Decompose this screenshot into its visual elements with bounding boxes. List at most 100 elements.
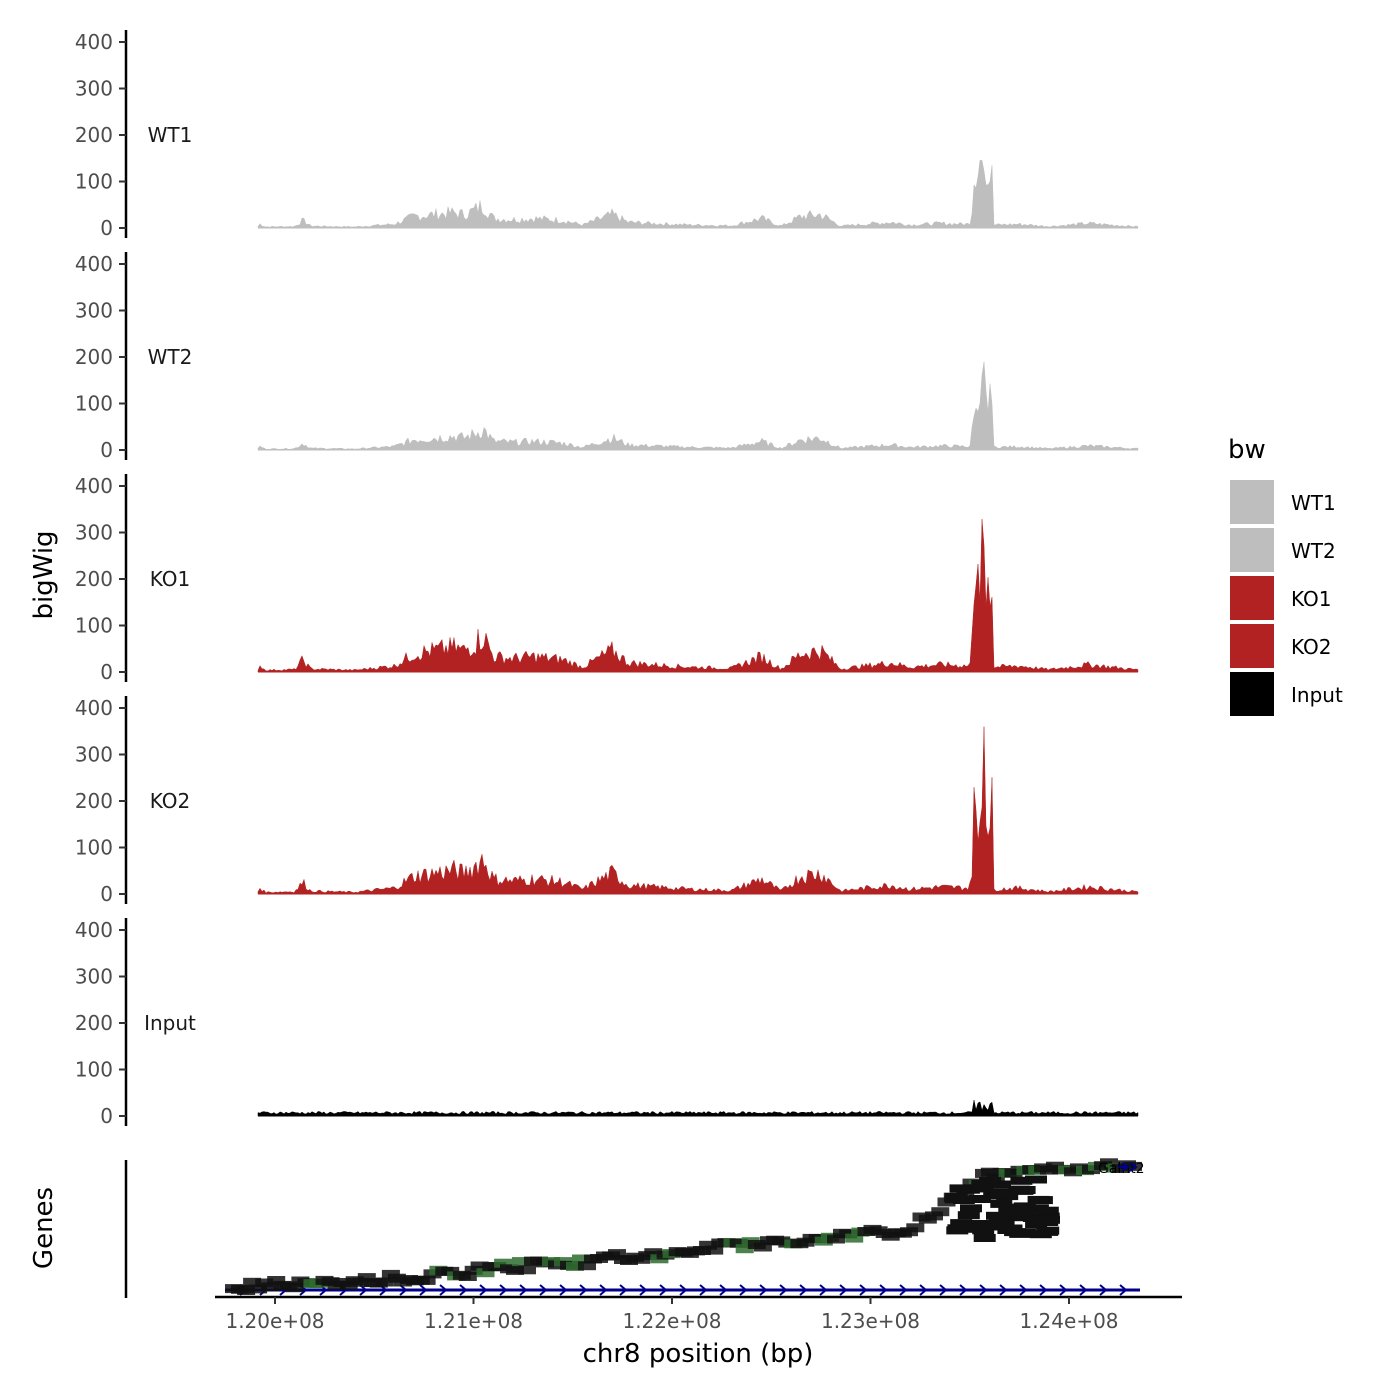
y-tick-label: 100 bbox=[75, 170, 113, 194]
legend-label-wt1: WT1 bbox=[1291, 491, 1336, 515]
legend-label-ko1: KO1 bbox=[1291, 587, 1332, 611]
gene-label-glyph bbox=[1014, 1228, 1037, 1237]
gene-label-glyph bbox=[827, 1234, 845, 1244]
y-tick-label: 0 bbox=[100, 216, 113, 240]
signal-area-wt2 bbox=[257, 361, 1139, 451]
legend-title: bw bbox=[1228, 435, 1266, 465]
gene-strand-arrow bbox=[539, 1284, 548, 1296]
legend-swatch-ko2 bbox=[1230, 624, 1274, 668]
y-tick-label: 300 bbox=[75, 743, 113, 767]
signal-area-ko2 bbox=[257, 726, 1139, 895]
y-tick-label: 100 bbox=[75, 392, 113, 416]
signal-area-ko1 bbox=[257, 519, 1139, 673]
gene-label-glyph bbox=[506, 1265, 524, 1275]
gene-label-glyph bbox=[949, 1184, 972, 1193]
y-tick-label: 300 bbox=[75, 299, 113, 323]
track-label-wt1: WT1 bbox=[148, 123, 193, 147]
gene-strand-arrow bbox=[659, 1284, 668, 1296]
gene-strand-arrow bbox=[679, 1284, 688, 1296]
gene-label-glyph bbox=[990, 1199, 1013, 1208]
signal-area-input bbox=[257, 1099, 1139, 1117]
gene-label-glyph bbox=[1036, 1227, 1059, 1236]
gene-label-glyph bbox=[729, 1238, 748, 1248]
gene-label-glyph bbox=[973, 1234, 996, 1242]
gene-strand-arrow bbox=[739, 1284, 748, 1296]
gene-strand-arrow bbox=[859, 1284, 868, 1296]
gene-strand-arrow bbox=[399, 1284, 408, 1296]
gene-strand-arrow bbox=[1039, 1284, 1048, 1296]
gene-strand-arrow bbox=[1079, 1284, 1088, 1296]
gene-label-glyph bbox=[988, 1189, 1011, 1198]
gene-strand-arrow bbox=[999, 1284, 1008, 1296]
gene-label-glyph bbox=[476, 1268, 495, 1278]
gene-label-glyph bbox=[998, 1206, 1021, 1215]
y-tick-label: 200 bbox=[75, 1011, 113, 1035]
x-tick-label: 1.20e+08 bbox=[225, 1309, 324, 1333]
y-tick-label: 400 bbox=[75, 30, 113, 54]
gene-strand-arrow bbox=[1119, 1284, 1128, 1296]
gene-strand-arrow bbox=[479, 1284, 488, 1296]
gene-label-glyph bbox=[957, 1211, 980, 1220]
track-ko1: 0 100 200 300 400 KO1 bbox=[75, 474, 1139, 684]
y-tick-label: 300 bbox=[75, 965, 113, 989]
gene-strand-arrow bbox=[1019, 1284, 1028, 1296]
gene-strand-arrow bbox=[879, 1284, 888, 1296]
tracks-group: 0 100 200 300 400 WT1 0 100 200 300 400 WT2 0 100 200 3… bbox=[75, 30, 1139, 1128]
track-label-input: Input bbox=[144, 1011, 196, 1035]
legend-swatch-ko1 bbox=[1230, 576, 1274, 620]
y-tick-label: 0 bbox=[100, 1104, 113, 1128]
gene-label-glyph bbox=[578, 1261, 596, 1271]
gene-label-glyph bbox=[845, 1233, 864, 1243]
gene-strand-arrow bbox=[1059, 1284, 1068, 1296]
gene-strand-arrow bbox=[939, 1284, 948, 1296]
y-tick-label: 100 bbox=[75, 1058, 113, 1082]
track-label-ko2: KO2 bbox=[150, 789, 191, 813]
gene-label-glyph bbox=[979, 1177, 1002, 1185]
gene-strand-arrow bbox=[919, 1284, 928, 1296]
gene-strand-arrow bbox=[779, 1284, 788, 1296]
x-axis-title: chr8 position (bp) bbox=[583, 1339, 814, 1369]
gene-strand-arrow bbox=[579, 1284, 588, 1296]
gene-arrow-galnt2 bbox=[1118, 1162, 1138, 1172]
track-label-wt2: WT2 bbox=[148, 345, 193, 369]
genes-panel: Galnt2 bbox=[124, 1158, 1145, 1298]
gene-label-glyph bbox=[267, 1276, 286, 1285]
gene-label-glyph bbox=[351, 1277, 370, 1287]
legend: bw WT1 WT2 KO1 KO2 Input bbox=[1228, 435, 1343, 716]
gene-label-glyph bbox=[986, 1211, 1008, 1220]
gene-strand-arrow bbox=[699, 1284, 708, 1296]
genes-axis-title: Genes bbox=[29, 1187, 59, 1269]
gene-label-glyph bbox=[1007, 1213, 1030, 1222]
legend-swatch-wt2 bbox=[1230, 528, 1274, 572]
gene-strand-arrow bbox=[759, 1284, 768, 1296]
gene-label-glyph bbox=[494, 1258, 513, 1268]
gene-label-glyph bbox=[906, 1223, 925, 1233]
gene-label-glyph bbox=[1010, 1176, 1033, 1185]
gene-label-glyph bbox=[1013, 1207, 1036, 1216]
gene-strand-arrow bbox=[599, 1284, 608, 1296]
gene-strand-arrow bbox=[719, 1284, 728, 1296]
gene-label-glyph bbox=[357, 1273, 376, 1283]
gene-strand-arrow bbox=[519, 1284, 528, 1296]
gene-strand-arrow bbox=[439, 1284, 448, 1296]
x-tick-label: 1.21e+08 bbox=[424, 1309, 523, 1333]
gene-label-glyph bbox=[512, 1257, 530, 1267]
gene-label-glyph bbox=[237, 1286, 256, 1295]
y-tick-label: 400 bbox=[75, 918, 113, 942]
gene-label-glyph bbox=[705, 1245, 724, 1255]
y-tick-label: 0 bbox=[100, 882, 113, 906]
legend-swatch-wt1 bbox=[1230, 480, 1274, 524]
gene-label-glyph bbox=[243, 1277, 262, 1287]
gene-strand-arrow bbox=[799, 1284, 808, 1296]
gene-label-glyph bbox=[1013, 1186, 1036, 1194]
gene-label-glyph bbox=[969, 1220, 992, 1228]
gene-label-glyph bbox=[285, 1283, 304, 1293]
gene-strand-arrow bbox=[979, 1284, 988, 1296]
gene-label-glyph bbox=[735, 1244, 754, 1254]
x-tick-label: 1.24e+08 bbox=[1019, 1309, 1118, 1333]
gene-strand-arrow bbox=[899, 1284, 908, 1296]
y-tick-label: 200 bbox=[75, 567, 113, 591]
gene-label-glyph bbox=[753, 1242, 772, 1252]
gene-strand-arrow bbox=[839, 1284, 848, 1296]
